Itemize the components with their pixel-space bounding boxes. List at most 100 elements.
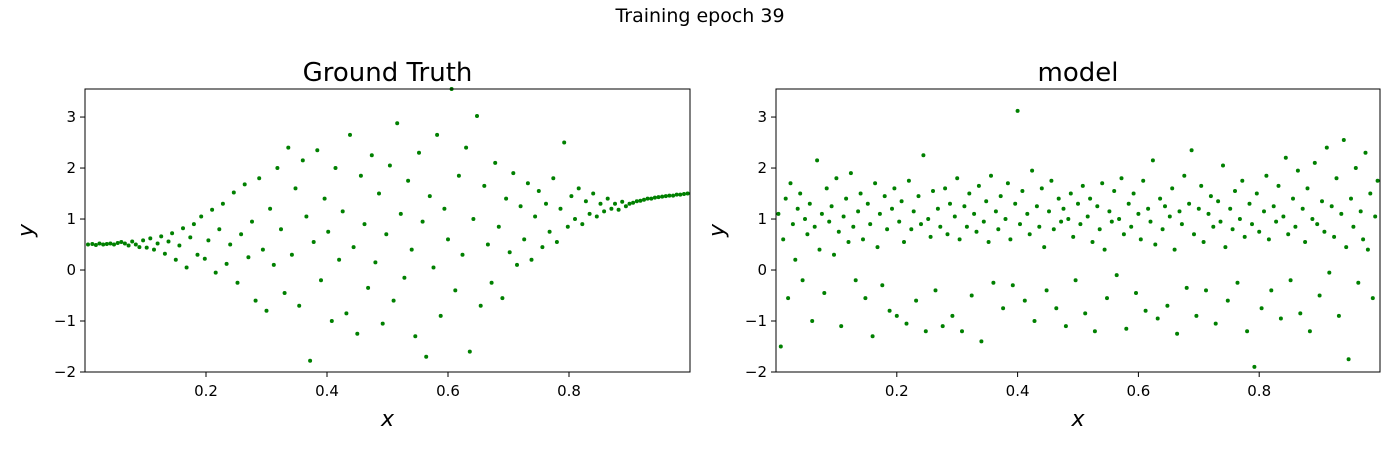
data-point: [576, 186, 581, 191]
data-point: [1039, 186, 1044, 191]
data-point: [962, 204, 967, 209]
data-point: [453, 288, 458, 293]
data-point: [609, 206, 614, 211]
y-tick-label: −1: [745, 312, 767, 330]
data-point: [1252, 364, 1257, 369]
data-point: [1283, 155, 1288, 160]
data-point: [1317, 293, 1322, 298]
data-point: [122, 241, 127, 246]
data-point: [984, 199, 989, 204]
data-point: [1134, 291, 1138, 295]
data-point: [268, 206, 273, 211]
x-tick-label: 0.8: [1247, 382, 1271, 400]
data-point: [812, 224, 817, 229]
data-point: [1175, 331, 1180, 336]
data-point: [1264, 173, 1269, 178]
data-point: [793, 257, 798, 262]
data-point: [981, 219, 986, 224]
data-point: [1346, 357, 1351, 362]
data-point: [155, 241, 160, 246]
data-point: [856, 209, 861, 214]
data-point: [1119, 176, 1124, 181]
data-point: [678, 192, 683, 197]
data-point: [1201, 240, 1206, 244]
data-point: [1032, 319, 1037, 323]
data-point: [293, 186, 298, 191]
data-point: [916, 194, 921, 199]
data-point: [1322, 229, 1327, 234]
data-point: [1102, 247, 1107, 252]
data-point: [974, 229, 979, 234]
data-point: [795, 206, 800, 211]
data-point: [844, 196, 849, 201]
data-point: [395, 121, 400, 126]
data-point: [1027, 232, 1032, 237]
data-point: [431, 265, 436, 270]
data-point: [1051, 227, 1056, 232]
data-point: [86, 242, 90, 247]
data-point: [1163, 204, 1167, 209]
data-point: [909, 227, 914, 232]
data-point: [848, 171, 853, 176]
x-tick-label: 0.6: [1126, 382, 1150, 400]
data-point: [1339, 211, 1344, 216]
data-point: [137, 245, 142, 250]
data-point: [685, 191, 690, 196]
data-point: [101, 242, 106, 247]
data-point: [902, 240, 906, 244]
data-point: [998, 194, 1003, 199]
data-point: [682, 192, 686, 196]
data-point: [1078, 222, 1083, 227]
data-point: [1165, 303, 1170, 308]
data-point: [112, 242, 116, 247]
data-point: [1298, 311, 1303, 316]
data-point: [250, 219, 254, 224]
data-point: [1143, 308, 1148, 313]
data-point: [1300, 206, 1305, 211]
data-point: [544, 201, 548, 206]
data-point: [1015, 108, 1020, 113]
data-point: [972, 211, 977, 216]
data-point: [1124, 326, 1129, 331]
data-point: [1177, 209, 1182, 214]
subplot-title: Ground Truth: [303, 58, 473, 88]
data-point: [391, 298, 396, 303]
data-point: [493, 160, 498, 165]
data-point: [790, 222, 795, 227]
data-point: [652, 195, 657, 200]
data-point: [326, 229, 331, 234]
data-point: [870, 334, 875, 339]
data-point: [846, 240, 851, 244]
data-point: [1172, 247, 1177, 252]
y-tick-label: 2: [66, 159, 76, 177]
data-point: [351, 245, 356, 250]
data-point: [960, 329, 964, 334]
x-axis-label: x: [380, 407, 395, 432]
data-point: [587, 211, 592, 216]
data-point: [1254, 191, 1259, 196]
data-point: [224, 261, 229, 266]
scatter-series: [86, 87, 690, 363]
data-point: [1332, 234, 1337, 239]
data-point: [1018, 222, 1022, 227]
data-point: [115, 241, 120, 245]
data-point: [1274, 219, 1279, 224]
y-tick-label: 2: [757, 159, 767, 177]
data-point: [1129, 224, 1134, 229]
data-point: [803, 217, 807, 221]
data-point: [1310, 217, 1315, 221]
data-point: [402, 275, 407, 280]
data-point: [623, 204, 628, 209]
data-point: [1066, 217, 1071, 221]
data-point: [616, 207, 621, 212]
data-point: [660, 194, 665, 199]
data-point: [126, 243, 131, 248]
data-point: [1344, 245, 1349, 250]
data-point: [1356, 280, 1361, 285]
data-point: [518, 204, 523, 209]
data-point: [817, 247, 822, 252]
data-point: [1184, 285, 1189, 290]
data-point: [504, 196, 509, 201]
data-point: [1303, 240, 1308, 244]
y-tick-label: −1: [54, 312, 76, 330]
